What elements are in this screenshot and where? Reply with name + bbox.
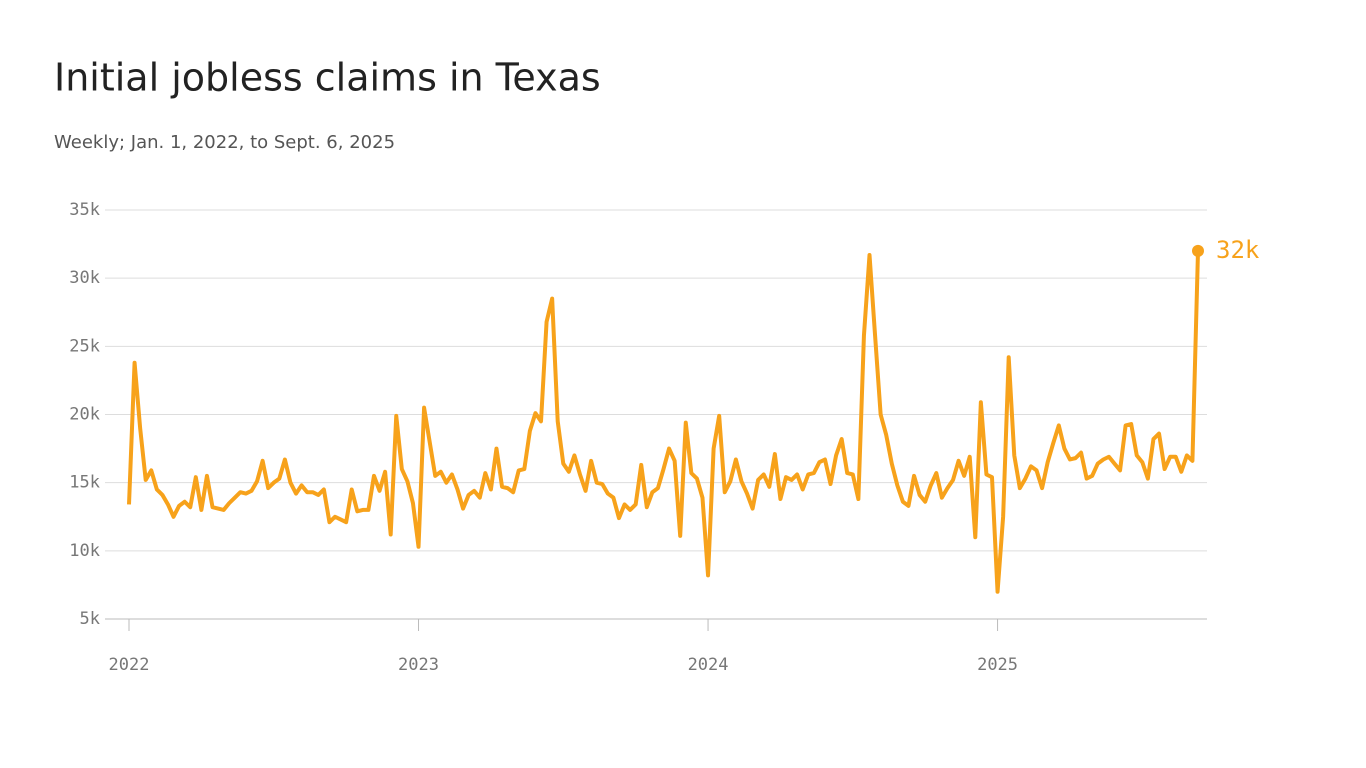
end-point [1192,244,1204,257]
y-tick-label: 20k [69,405,100,425]
x-tick-label: 2023 [398,655,439,675]
line [127,250,1200,594]
y-tick-label: 5k [80,609,100,629]
x-tick-label: 2022 [109,655,150,675]
chart-subtitle: Weekly; Jan. 1, 2022, to Sept. 6, 2025 [54,132,395,153]
chart-title: Initial jobless claims in Texas [54,56,601,100]
y-tick-label: 15k [69,473,100,493]
y-tick-label: 25k [69,336,100,356]
y-tick-label: 35k [69,200,100,220]
y-tick-label: 30k [69,268,100,288]
end-label: 32k [1216,236,1260,264]
y-tick-label: 10k [69,541,100,561]
x-tick-label: 2025 [977,655,1018,675]
x-tick-label: 2024 [688,655,729,675]
